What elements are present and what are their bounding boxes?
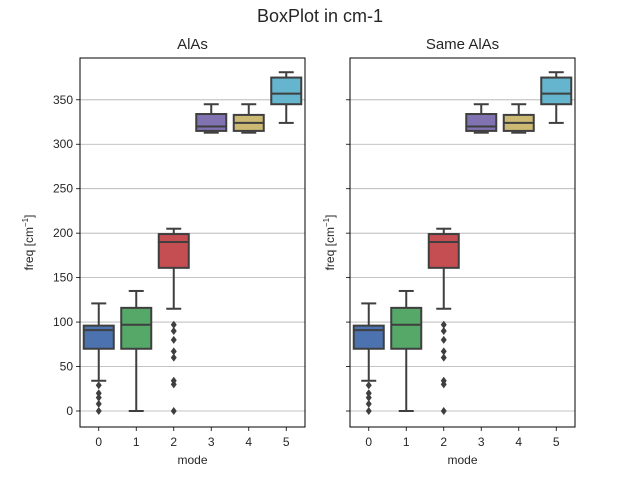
box-4 — [502, 103, 535, 134]
chart-panel-1: 0 1 2 3 4 5 Same AlAs mode freq [cm−1] — [322, 36, 576, 467]
box-iqr — [82, 324, 115, 350]
x-tick-label: 1 — [403, 435, 410, 449]
box-5 — [540, 71, 573, 124]
outlier-point — [440, 353, 447, 362]
outlier-point — [95, 389, 102, 398]
y-axis-label-suffix: ] — [323, 215, 337, 218]
y-axis-label-sup: −1 — [322, 217, 331, 227]
outlier-point — [170, 335, 177, 344]
box-iqr — [390, 306, 423, 350]
outlier-point — [95, 399, 102, 408]
x-tick-label: 5 — [283, 435, 290, 449]
y-tick-label: 50 — [60, 360, 74, 374]
outlier-point — [170, 347, 177, 356]
outlier-point — [170, 320, 177, 329]
box-iqr — [465, 113, 498, 132]
outlier-point — [365, 389, 372, 398]
y-tick-label: 300 — [53, 137, 73, 151]
x-axis-label: mode — [447, 453, 477, 467]
chart-title: Same AlAs — [426, 36, 499, 53]
outlier-point — [440, 326, 447, 335]
x-tick-label: 3 — [478, 435, 485, 449]
y-tick-label: 0 — [66, 404, 73, 418]
box-1 — [390, 289, 423, 412]
x-tick-label: 5 — [553, 435, 560, 449]
outlier-point — [95, 393, 102, 402]
box-iqr — [540, 76, 573, 106]
outlier-point — [440, 376, 447, 385]
outlier-point — [170, 326, 177, 335]
outlier-point — [365, 406, 372, 415]
outlier-point — [365, 381, 372, 390]
y-tick-label: 350 — [53, 93, 73, 107]
x-tick-label: 4 — [245, 435, 252, 449]
chart-panel-0: 0 50 100 150 200 250 300 350 0 1 2 3 4 5 AlAs mode freq … — [21, 36, 306, 467]
x-tick-label: 3 — [208, 435, 215, 449]
y-axis-label: freq [cm−1] — [21, 215, 36, 271]
x-tick-label: 0 — [365, 435, 372, 449]
x-axis-label: mode — [177, 453, 207, 467]
figure-title: BoxPlot in cm-1 — [256, 6, 384, 26]
y-tick-label: 100 — [53, 315, 73, 329]
outlier-point — [365, 399, 372, 408]
box-1 — [120, 289, 153, 412]
box-4 — [232, 103, 265, 134]
y-tick-label: 250 — [53, 182, 73, 196]
box-2 — [427, 227, 460, 415]
x-tick-label: 4 — [515, 435, 522, 449]
box-iqr — [352, 324, 385, 350]
box-5 — [270, 71, 303, 124]
x-tick-label: 2 — [440, 435, 447, 449]
box-3 — [195, 103, 228, 134]
outlier-point — [170, 406, 177, 415]
x-tick-label: 0 — [95, 435, 102, 449]
x-tick-label: 2 — [170, 435, 177, 449]
box-iqr — [427, 233, 460, 269]
y-axis-label: freq [cm−1] — [322, 215, 337, 271]
axes-frame — [79, 57, 306, 428]
outlier-point — [440, 406, 447, 415]
y-tick-label: 200 — [53, 226, 73, 240]
outlier-point — [440, 347, 447, 356]
box-iqr — [270, 76, 303, 106]
outlier-point — [440, 320, 447, 329]
y-axis-label-sup: −1 — [21, 217, 30, 227]
box-iqr — [157, 233, 190, 269]
box-3 — [465, 103, 498, 134]
outlier-point — [365, 393, 372, 402]
box-2 — [157, 227, 190, 415]
box-0 — [352, 302, 385, 415]
y-axis-label-main: freq [cm — [323, 227, 337, 270]
outlier-point — [170, 376, 177, 385]
x-tick-label: 1 — [133, 435, 140, 449]
box-iqr — [195, 113, 228, 132]
box-iqr — [120, 306, 153, 350]
y-axis-label-suffix: ] — [22, 215, 36, 218]
axes-frame — [349, 57, 576, 428]
y-tick-label: 150 — [53, 271, 73, 285]
outlier-point — [440, 335, 447, 344]
outlier-point — [95, 406, 102, 415]
box-0 — [82, 302, 115, 415]
y-axis-label-main: freq [cm — [22, 227, 36, 270]
outlier-point — [95, 381, 102, 390]
chart-title: AlAs — [177, 36, 208, 53]
outlier-point — [170, 353, 177, 362]
